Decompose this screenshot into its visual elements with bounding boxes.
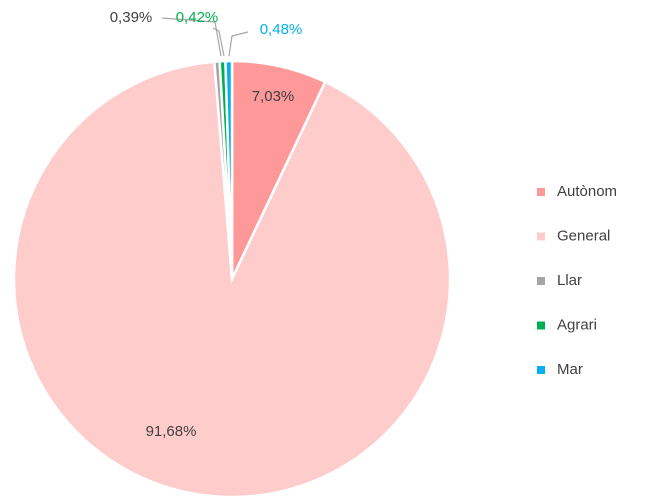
legend-marker bbox=[537, 277, 545, 285]
data-label: 0,39% bbox=[110, 9, 153, 26]
legend-marker bbox=[537, 188, 545, 196]
legend-label: Autònom bbox=[557, 183, 617, 200]
leader-line bbox=[161, 17, 222, 57]
pie-slice bbox=[224, 59, 234, 280]
legend-marker bbox=[537, 321, 545, 330]
data-label: 7,03% bbox=[252, 88, 295, 105]
pie-slice bbox=[12, 60, 452, 498]
legend-label: General bbox=[557, 227, 610, 244]
legend-label: Llar bbox=[557, 272, 582, 289]
data-label: 91,68% bbox=[146, 423, 197, 440]
leader-line bbox=[212, 27, 225, 57]
leader-line bbox=[228, 31, 249, 57]
legend-marker bbox=[537, 232, 545, 241]
data-label: 0,42% bbox=[176, 9, 219, 26]
legend-marker bbox=[537, 366, 545, 374]
legend-label: Agrari bbox=[557, 316, 597, 333]
legend-label: Mar bbox=[557, 361, 583, 378]
data-label: 0,48% bbox=[260, 21, 303, 38]
